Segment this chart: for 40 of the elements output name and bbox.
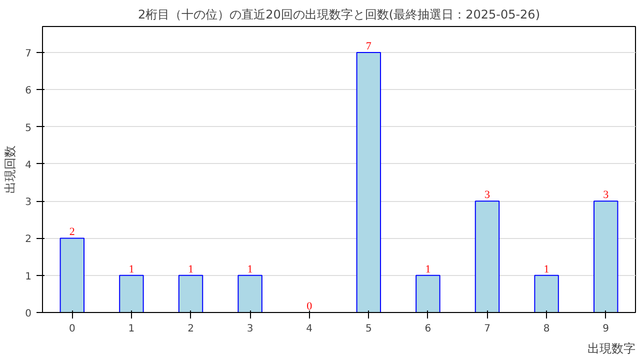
x-tick-label: 4 bbox=[306, 324, 313, 334]
bar bbox=[534, 274, 559, 312]
x-axis-title: 出現数字 bbox=[588, 342, 636, 356]
bar bbox=[474, 200, 500, 312]
bar bbox=[416, 274, 440, 312]
bar bbox=[119, 274, 144, 312]
bar bbox=[238, 274, 262, 312]
y-tick-label: 5 bbox=[25, 122, 32, 134]
y-tick-label: 3 bbox=[25, 197, 32, 208]
y-axis-title: 出現回数 bbox=[3, 146, 18, 194]
data-label: 7 bbox=[366, 40, 372, 52]
data-label: 1 bbox=[544, 263, 550, 276]
x-tick-label: 8 bbox=[543, 324, 550, 334]
y-tick-label: 0 bbox=[25, 308, 32, 320]
x-tick-label: 0 bbox=[68, 324, 76, 334]
y-tick-label: 6 bbox=[25, 86, 32, 97]
data-label: 1 bbox=[128, 263, 134, 276]
x-tick-label: 3 bbox=[246, 324, 254, 334]
x-tick-label: 9 bbox=[602, 324, 610, 334]
data-label: 0 bbox=[306, 300, 313, 312]
data-label: 1 bbox=[247, 263, 253, 276]
bar bbox=[593, 200, 618, 312]
y-tick-label: 1 bbox=[25, 271, 32, 282]
bar bbox=[178, 274, 204, 312]
data-label: 3 bbox=[484, 189, 490, 202]
x-tick-label: 6 bbox=[424, 324, 432, 334]
x-tick-label: 1 bbox=[128, 324, 135, 334]
data-label: 2 bbox=[69, 226, 75, 238]
data-label: 1 bbox=[188, 263, 194, 276]
bar bbox=[356, 52, 382, 312]
data-label: 3 bbox=[603, 189, 610, 202]
bar bbox=[60, 238, 85, 312]
x-tick-label: 7 bbox=[484, 324, 490, 334]
data-label: 1 bbox=[425, 263, 431, 276]
chart-title: 2桁目（十の位）の直近20回の出現数字と回数(最終抽選日：2025-05-26) bbox=[138, 8, 540, 22]
y-tick-label: 7 bbox=[25, 48, 32, 60]
x-tick-label: 5 bbox=[365, 324, 372, 334]
x-tick-label: 2 bbox=[188, 324, 194, 334]
y-tick-label: 2 bbox=[25, 234, 32, 246]
y-tick-label: 4 bbox=[25, 160, 32, 171]
